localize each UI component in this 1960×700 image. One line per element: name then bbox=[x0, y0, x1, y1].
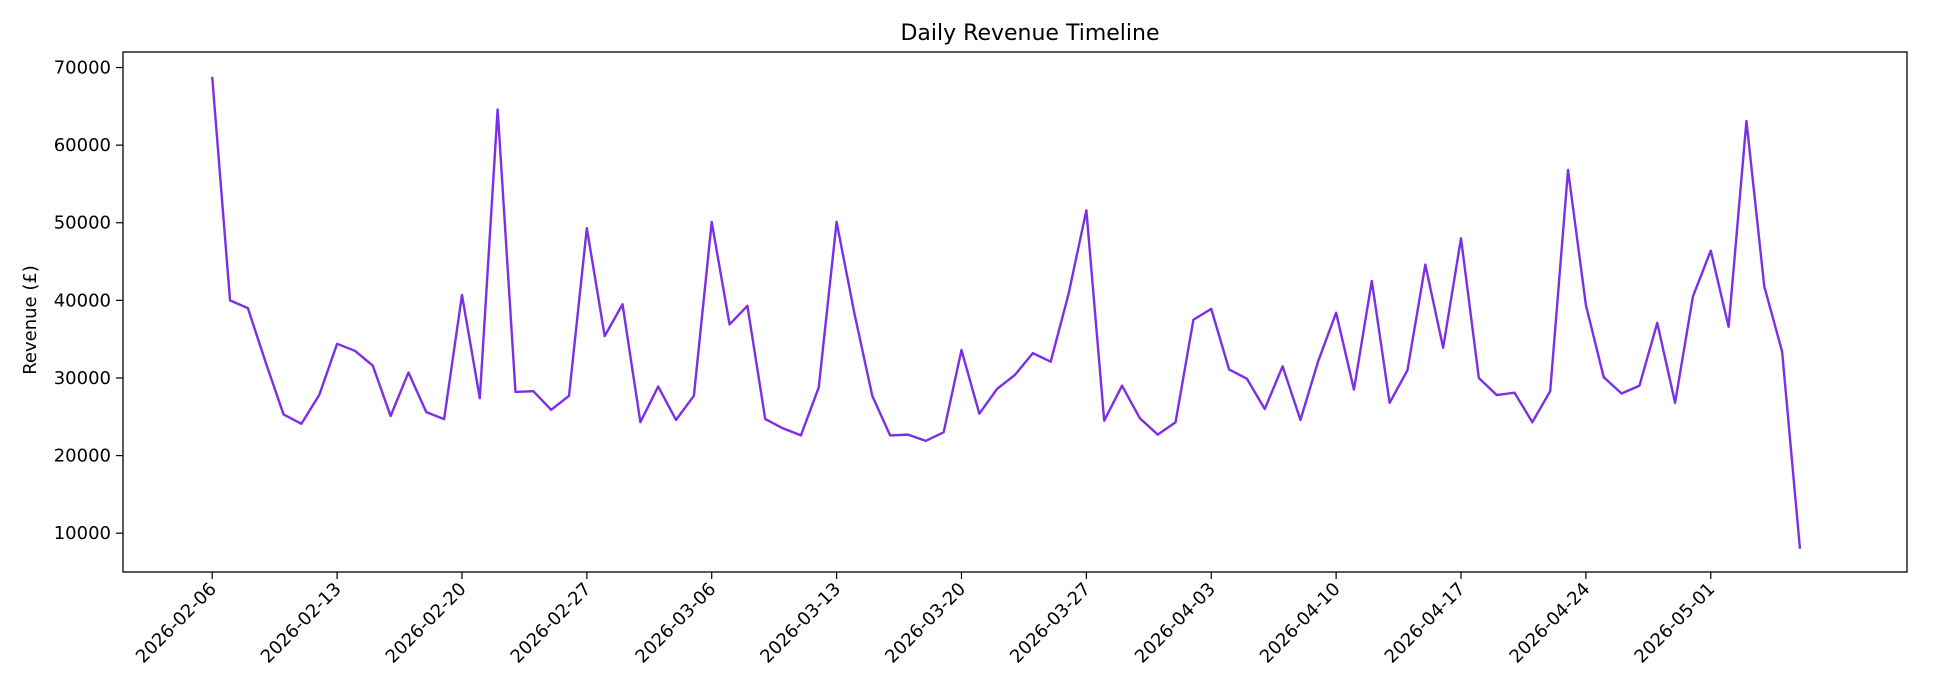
x-tick-label: 2026-03-13 bbox=[756, 579, 845, 668]
y-tick-label: 20000 bbox=[54, 446, 111, 467]
chart-title: Daily Revenue Timeline bbox=[900, 21, 1159, 46]
x-tick-label: 2026-03-27 bbox=[1006, 579, 1095, 668]
y-tick-label: 30000 bbox=[54, 368, 111, 389]
y-axis: 10000 20000 30000 40000 50000 60000 70000 bbox=[54, 58, 123, 544]
y-tick-label: 50000 bbox=[54, 213, 111, 234]
x-tick-label: 2026-02-06 bbox=[132, 579, 221, 668]
x-axis: 2026-02-06 2026-02-13 2026-02-20 2026-02-27… bbox=[132, 572, 1719, 668]
y-tick-label: 40000 bbox=[54, 290, 111, 311]
revenue-series-line bbox=[211, 76, 1802, 549]
x-tick-label: 2026-03-06 bbox=[631, 579, 720, 668]
x-tick-label: 2026-04-10 bbox=[1256, 579, 1345, 668]
x-tick-label: 2026-02-20 bbox=[382, 579, 471, 668]
x-tick-label: 2026-02-27 bbox=[507, 579, 596, 668]
y-tick-label: 10000 bbox=[54, 523, 111, 544]
x-tick-label: 2026-02-13 bbox=[257, 579, 346, 668]
x-tick-label: 2026-04-24 bbox=[1506, 579, 1595, 668]
y-tick-label: 60000 bbox=[54, 135, 111, 156]
x-tick-label: 2026-03-20 bbox=[881, 579, 970, 668]
x-tick-label: 2026-05-01 bbox=[1630, 579, 1719, 668]
x-tick-label: 2026-04-03 bbox=[1131, 579, 1220, 668]
x-tick-label: 2026-04-17 bbox=[1381, 579, 1470, 668]
y-tick-label: 70000 bbox=[54, 58, 111, 79]
y-axis-label: Revenue (£) bbox=[20, 265, 41, 375]
plot-frame bbox=[122, 51, 1908, 573]
